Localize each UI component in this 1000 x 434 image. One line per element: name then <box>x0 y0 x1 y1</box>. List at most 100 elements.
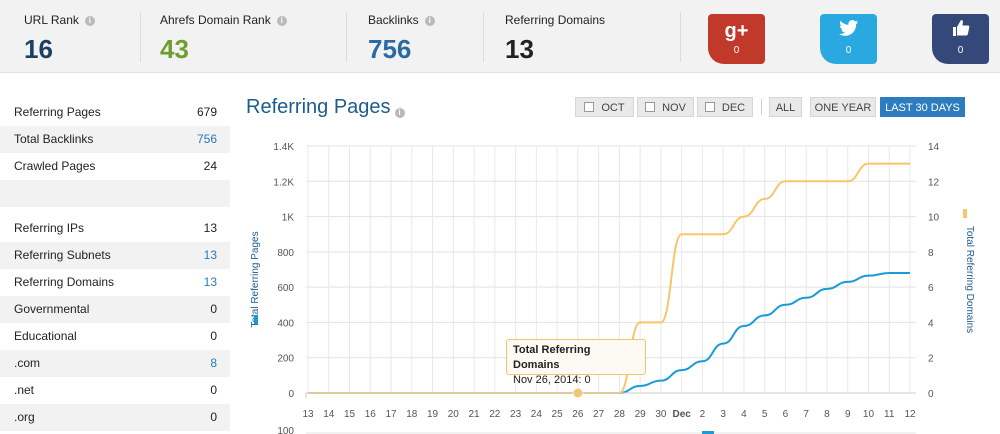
filter-oct-button[interactable]: OCT <box>575 97 634 117</box>
y-left-tick-label: 0 <box>288 389 294 400</box>
y-right-tick-label: 10 <box>928 213 940 224</box>
metric-label: Educational <box>14 329 77 343</box>
metric-row-referring-domains: Referring Domains 13 <box>0 269 230 296</box>
metric-label: Referring IPs <box>14 221 85 235</box>
x-tick-label: Dec <box>672 409 691 420</box>
x-tick-label: 24 <box>531 409 543 420</box>
metric-label: .com <box>14 356 41 370</box>
stat-value: 13 <box>505 34 534 64</box>
x-tick-label: 4 <box>741 409 747 420</box>
x-tick-label: 3 <box>720 409 726 420</box>
info-icon[interactable]: i <box>84 15 95 26</box>
x-tick-label: 16 <box>365 409 377 420</box>
share-count: 0 <box>957 45 964 56</box>
tooltip-body: Nov 26, 2014: 0 <box>513 374 591 386</box>
metric-label: Crawled Pages <box>14 159 96 173</box>
metric-row-referring-pages: Referring Pages 679 <box>0 99 230 126</box>
y-left-tick-label: 400 <box>277 318 294 329</box>
metric-row-net: .net 0 <box>0 377 230 404</box>
metric-row-org: .org 0 <box>0 404 230 431</box>
metric-value: 0 <box>210 329 217 343</box>
stat-label: Referring Domains <box>505 13 606 27</box>
y-right-axis-title: Total Referring Domains <box>964 226 975 333</box>
x-tick-label: 10 <box>863 409 875 420</box>
tooltip-title: Total Referring Domains <box>513 344 591 371</box>
metrics-panel: Referring Pages 679 Total Backlinks 756 … <box>0 99 230 431</box>
x-tick-label: 27 <box>593 409 605 420</box>
facebook-like-button[interactable]: 0 <box>932 14 989 64</box>
legend-swatch <box>254 315 258 324</box>
info-icon[interactable]: i <box>394 108 405 118</box>
x-tick-label: 15 <box>344 409 356 420</box>
x-tick-label: 5 <box>762 409 768 420</box>
stat-label: Backlinks <box>368 13 419 27</box>
metric-value-link[interactable]: 8 <box>210 356 217 370</box>
x-tick-label: 2 <box>700 409 706 420</box>
chart-tooltip: Total Referring Domains Nov 26, 2014: 0 <box>506 339 646 386</box>
range-all-button[interactable]: ALL <box>769 97 802 117</box>
range-one-year-button[interactable]: ONE YEAR <box>810 97 876 117</box>
metric-spacer <box>0 180 230 207</box>
filter-nov-button[interactable]: NOV <box>637 97 694 117</box>
checkbox-icon[interactable] <box>584 102 595 112</box>
y-left-axis-title: Total Referring Pages <box>250 231 261 327</box>
info-icon[interactable]: i <box>276 15 287 26</box>
checkbox-icon[interactable] <box>704 102 715 112</box>
y-right-tick-label: 12 <box>928 177 940 188</box>
checkbox-icon[interactable] <box>645 102 656 112</box>
metric-value-link[interactable]: 756 <box>196 132 217 146</box>
metric-value-link[interactable]: 13 <box>203 275 217 289</box>
x-tick-label: 22 <box>489 409 501 420</box>
stats-bar: URL Rank i 16 Ahrefs Domain Rank i 43 Back… <box>0 0 1000 73</box>
y-left-tick-label: 600 <box>277 283 294 294</box>
y-right-tick-label: 2 <box>928 354 934 365</box>
x-tick-label: 21 <box>469 409 481 420</box>
divider <box>483 12 484 62</box>
google-plus-icon: g+ <box>724 20 749 42</box>
x-tick-label: 14 <box>323 409 335 420</box>
metric-row-referring-ips: Referring IPs 13 <box>0 215 230 242</box>
filter-dec-button[interactable]: DEC <box>697 97 753 117</box>
range-last-30-days-button[interactable]: LAST 30 DAYS <box>880 97 965 117</box>
x-tick-label: 28 <box>614 409 626 420</box>
x-tick-label: 17 <box>385 409 397 420</box>
metric-row-total-backlinks: Total Backlinks 756 <box>0 126 230 153</box>
divider <box>346 12 347 62</box>
metric-value: 0 <box>210 302 217 316</box>
y-right-tick-label: 0 <box>928 389 934 400</box>
x-tick-label: 8 <box>824 409 830 420</box>
google-plus-share-button[interactable]: g+ 0 <box>708 14 765 64</box>
x-tick-label: 30 <box>655 409 667 420</box>
x-tick-label: 7 <box>803 409 809 420</box>
chart-title: Referring Pages i <box>246 96 405 119</box>
stat-value: 756 <box>368 34 412 64</box>
stat-value: 43 <box>160 34 189 64</box>
x-tick-label: 12 <box>904 409 916 420</box>
metric-label: Referring Domains <box>14 275 115 289</box>
x-tick-label: 9 <box>845 409 851 420</box>
stat-label: URL Rank <box>24 13 79 27</box>
stat-value: 16 <box>24 34 53 64</box>
y-left-tick-label: 800 <box>277 248 294 259</box>
metric-value: 13 <box>203 221 217 235</box>
metric-row-referring-subnets: Referring Subnets 13 <box>0 242 230 269</box>
metric-row-com: .com 8 <box>0 350 230 377</box>
info-icon[interactable]: i <box>424 15 435 26</box>
divider <box>680 12 681 62</box>
x-tick-label: 25 <box>552 409 564 420</box>
metric-label: Total Backlinks <box>14 132 94 146</box>
metric-label: Referring Pages <box>14 105 101 119</box>
x-tick-label: 29 <box>635 409 647 420</box>
metric-value: 0 <box>210 383 217 397</box>
y-left-tick-label: 1K <box>282 213 295 224</box>
y-right-tick-label: 6 <box>928 283 934 294</box>
metric-value-link[interactable]: 13 <box>203 248 217 262</box>
twitter-share-button[interactable]: 0 <box>820 14 877 64</box>
x-tick-label: 26 <box>572 409 584 420</box>
next-chart-tick-label: 100 <box>277 426 294 434</box>
metric-value: 24 <box>203 159 217 173</box>
stat-label: Ahrefs Domain Rank <box>160 13 271 27</box>
metric-label: Referring Subnets <box>14 248 111 262</box>
metric-row-crawled-pages: Crawled Pages 24 <box>0 153 230 180</box>
